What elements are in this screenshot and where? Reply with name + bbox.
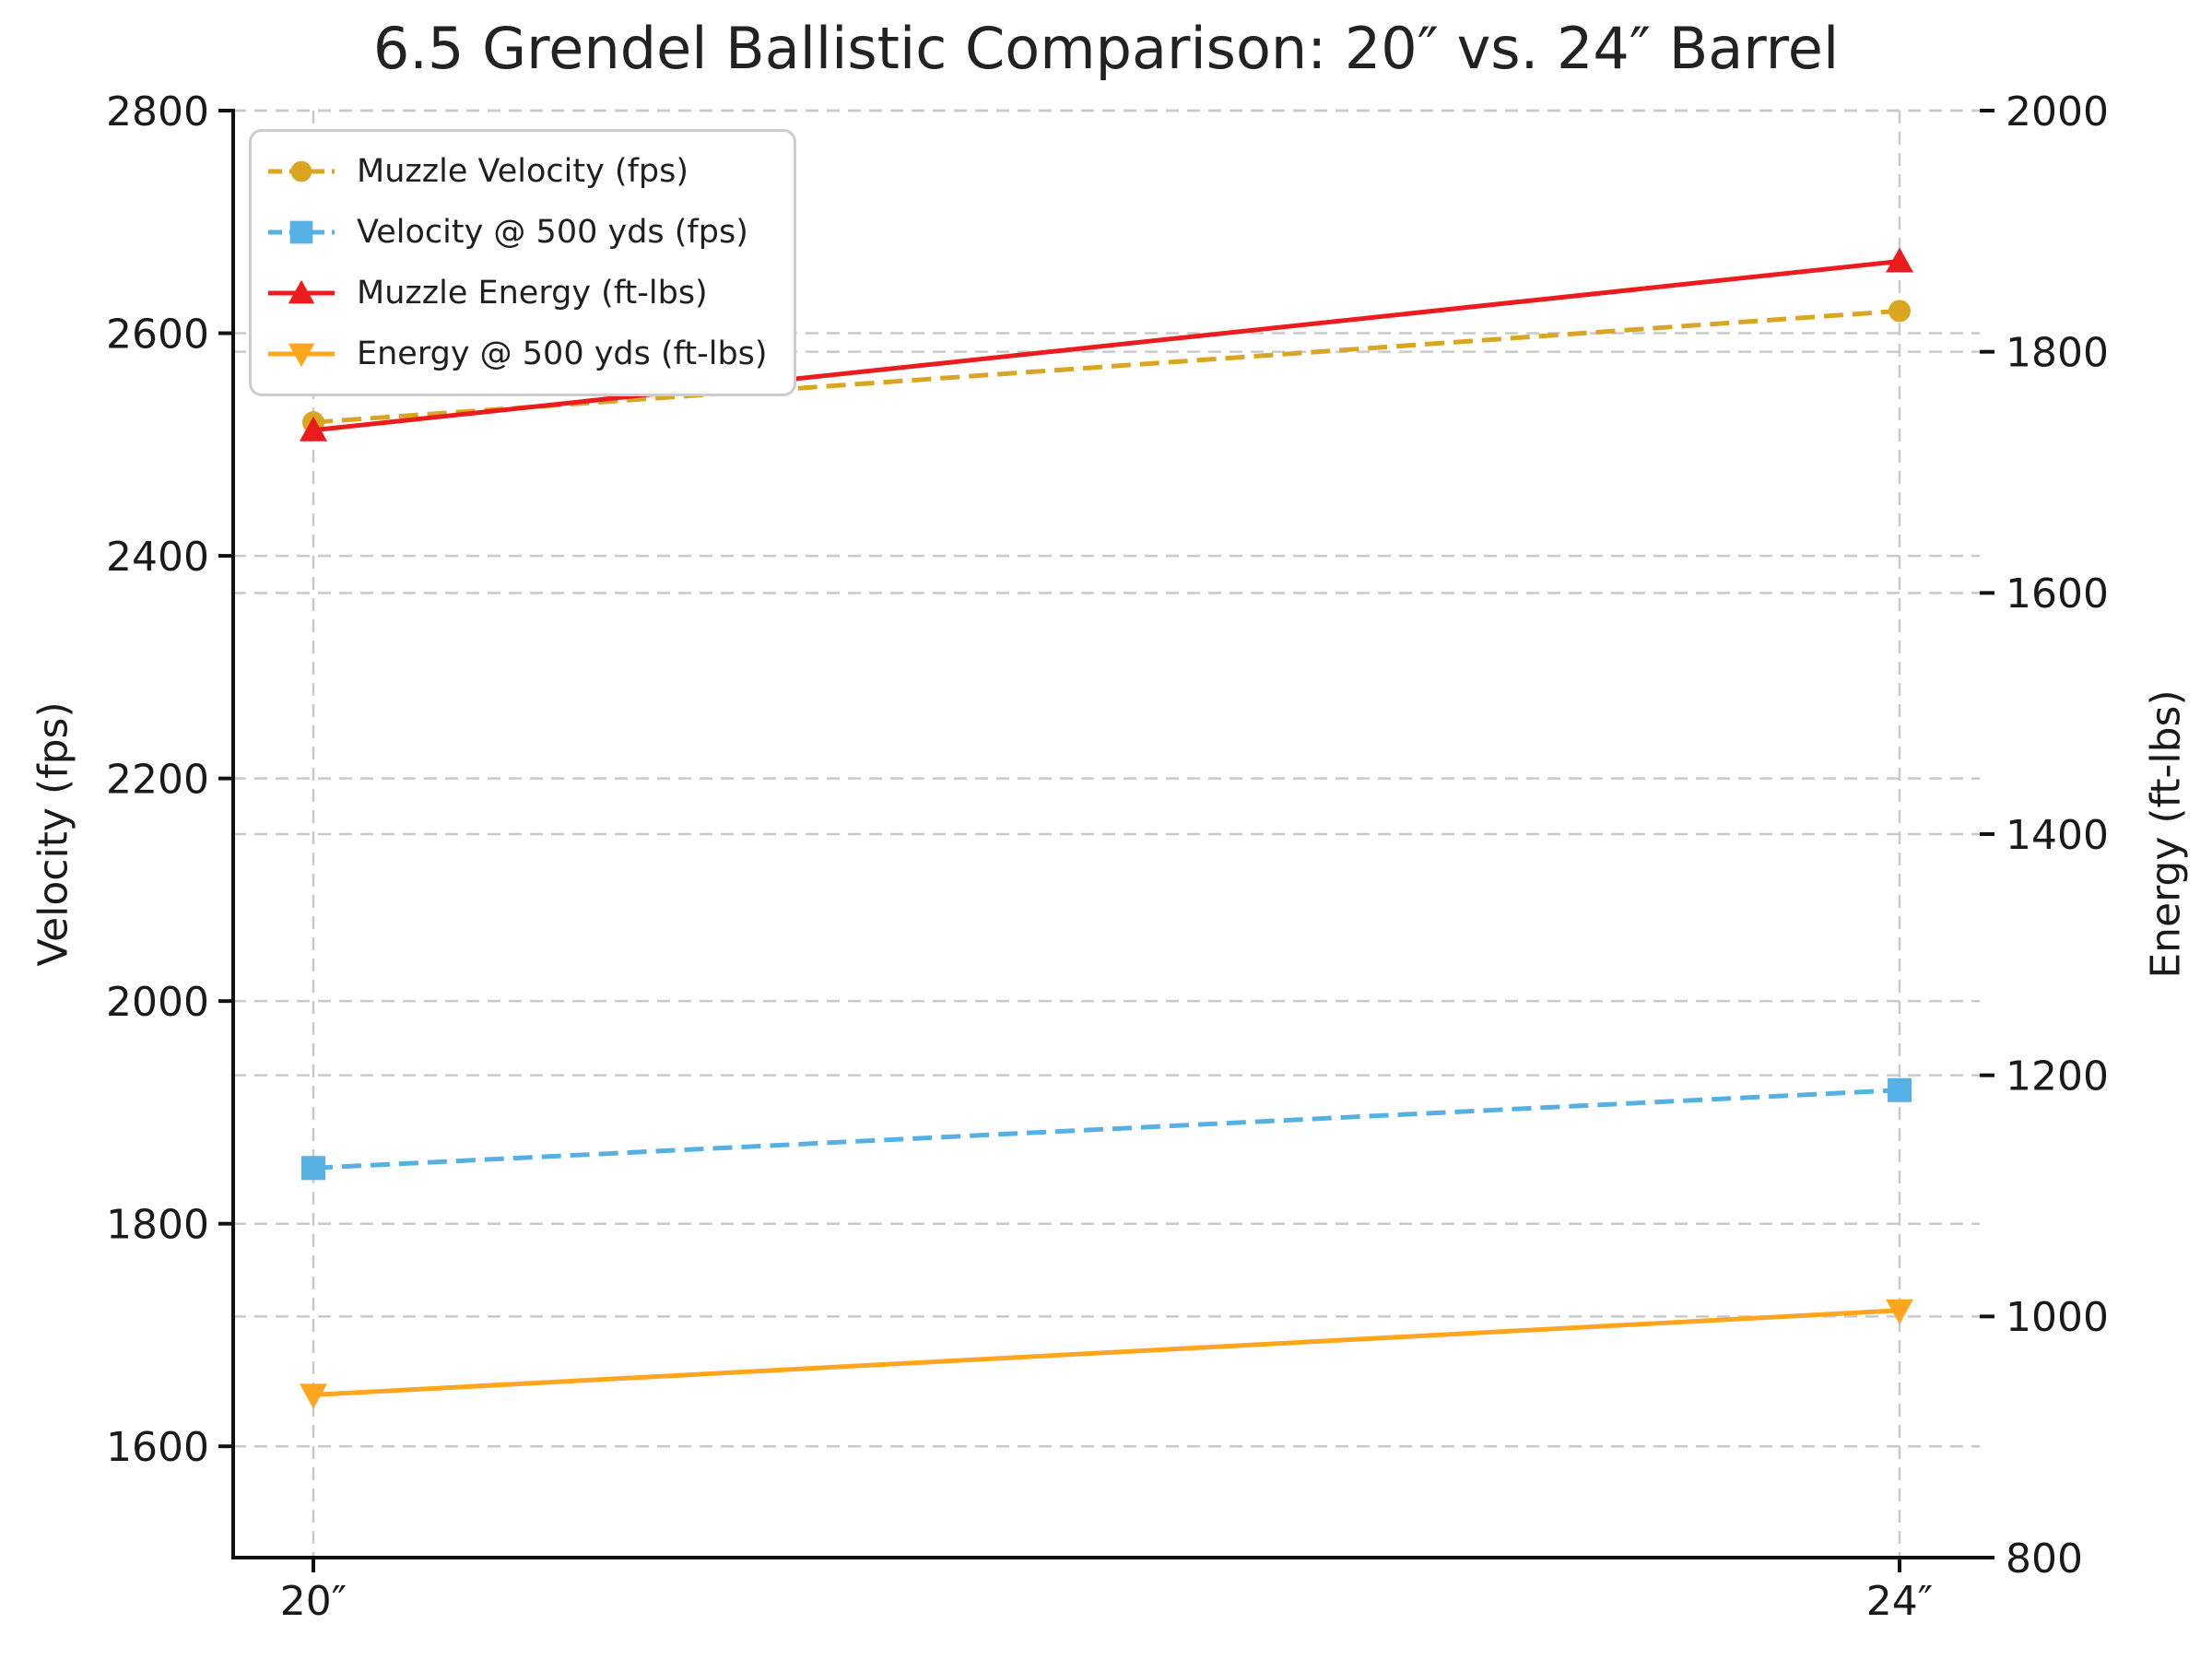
tick-label-left: 2400 [106, 534, 209, 581]
series-energy-500-yds-ft-lbs [300, 1299, 1913, 1409]
tick-label-right: 1600 [2006, 571, 2109, 618]
tick-label-left: 2000 [106, 979, 209, 1026]
legend-label: Velocity @ 500 yds (fps) [357, 214, 748, 251]
x-axis-ticks: 20″ 24″ [280, 1558, 1933, 1625]
legend-sample-triangle-up-icon [268, 279, 335, 304]
tick-label-left: 1600 [106, 1424, 209, 1471]
series-muzzle-energy-ft-lbs [300, 247, 1913, 441]
tick-label-x: 20″ [280, 1578, 347, 1625]
tick-label-right: 1200 [2006, 1053, 2109, 1100]
legend-sample-triangle-down-icon [268, 343, 335, 368]
tick-label-x: 24″ [1866, 1578, 1933, 1625]
series-velocity-500-yds-fps [301, 1077, 1912, 1181]
legend-item: Velocity @ 500 yds (fps) [266, 202, 768, 263]
legend-item: Energy @ 500 yds (ft-lbs) [266, 324, 768, 384]
tick-label-right: 800 [2006, 1535, 2083, 1583]
legend-label: Muzzle Energy (ft-lbs) [357, 275, 708, 312]
tick-label-right: 1400 [2006, 812, 2109, 859]
legend: Muzzle Velocity (fps) Velocity @ 500 yds … [249, 129, 796, 396]
y-axis-ticks-left: 1600 1800 2000 2200 2400 2600 2800 [106, 88, 233, 1471]
legend-label: Energy @ 500 yds (ft-lbs) [357, 335, 768, 372]
legend-item: Muzzle Energy (ft-lbs) [266, 263, 768, 324]
y-axis-ticks-right: 800 1000 1200 1400 1600 1800 2000 [1980, 88, 2109, 1583]
legend-sample-square-icon [268, 220, 335, 244]
legend-item: Muzzle Velocity (fps) [266, 141, 768, 202]
tick-label-right: 2000 [2006, 88, 2109, 135]
axes-spines [231, 109, 1980, 1559]
tick-label-right: 1000 [2006, 1294, 2109, 1341]
legend-sample-circle-icon [268, 160, 335, 182]
tick-label-left: 2600 [106, 311, 209, 358]
tick-label-left: 2800 [106, 88, 209, 135]
legend-label: Muzzle Velocity (fps) [357, 153, 689, 190]
chart-title: 6.5 Grendel Ballistic Comparison: 20″ vs… [372, 15, 1840, 82]
tick-label-right: 1800 [2006, 330, 2109, 377]
tick-label-left: 2200 [106, 756, 209, 803]
tick-label-left: 1800 [106, 1202, 209, 1249]
